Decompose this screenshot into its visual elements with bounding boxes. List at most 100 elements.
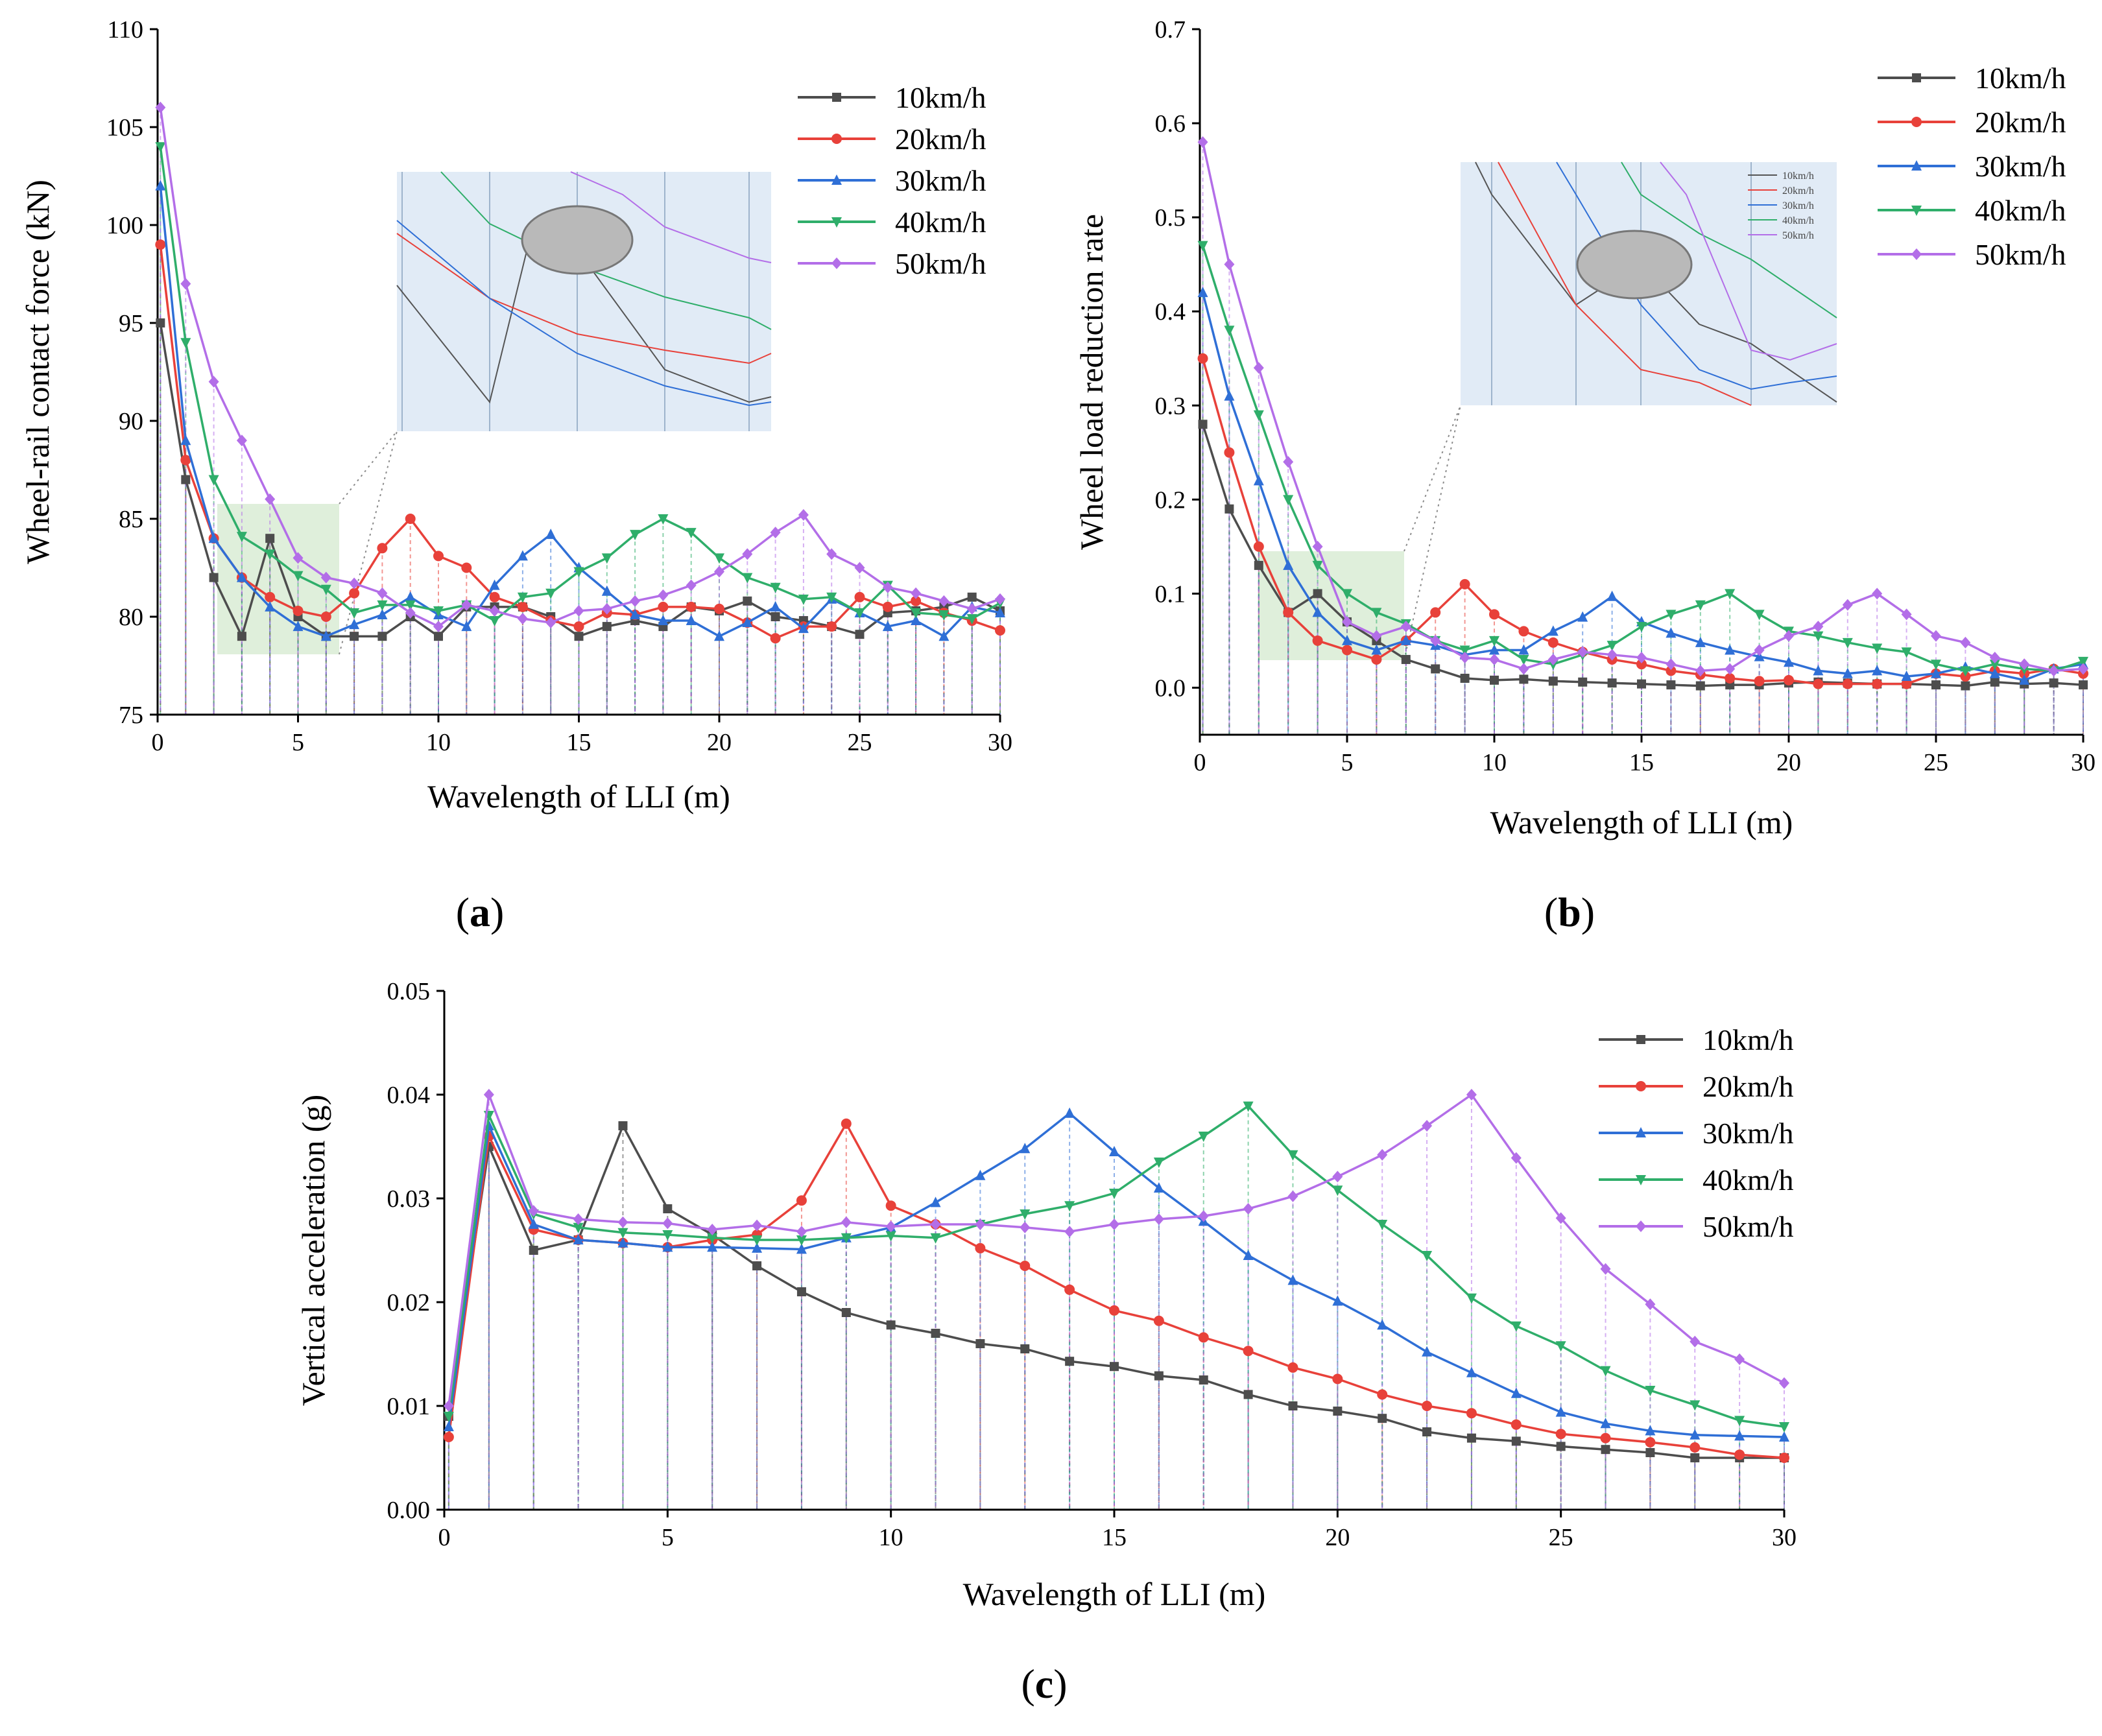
data-point [265, 591, 276, 602]
data-point [1109, 1305, 1119, 1316]
data-point [1243, 1101, 1254, 1112]
data-point [1064, 1226, 1075, 1238]
data-point [209, 573, 219, 582]
data-point [686, 615, 697, 626]
series-20km/h [155, 239, 1005, 644]
data-point [1734, 1430, 1745, 1441]
data-point [1577, 646, 1588, 658]
series-10km/h [444, 1121, 1789, 1462]
x-tick-label: 25 [848, 729, 872, 756]
data-point [1636, 622, 1647, 633]
legend-marker [1636, 1035, 1645, 1044]
data-point [1601, 1445, 1610, 1455]
x-tick-label: 0 [1194, 749, 1206, 776]
x-tick-label: 10 [1482, 749, 1507, 776]
series-10km/h [156, 318, 1005, 641]
x-tick-label: 25 [1924, 749, 1948, 776]
legend-label: 20km/h [895, 123, 986, 156]
y-tick-label: 0.5 [1155, 204, 1186, 232]
data-point [1666, 680, 1676, 690]
data-point [1466, 1089, 1477, 1100]
data-point [1153, 1315, 1164, 1326]
data-point [1243, 1346, 1254, 1357]
data-point [1489, 636, 1499, 647]
x-tick-label: 10 [426, 729, 451, 756]
plot-c: 0 5 10 15 20 25 30 0.00 0.01 0.02 0.03 0.04 0.05 Wave… [295, 978, 1797, 1612]
data-point [1842, 678, 1853, 689]
data-point [798, 508, 809, 521]
data-point [1734, 1416, 1745, 1427]
data-point [1645, 1448, 1655, 1457]
data-point [350, 632, 359, 641]
legend-marker [1636, 1220, 1646, 1232]
data-point [483, 1089, 494, 1100]
data-point [573, 567, 584, 578]
data-point [1779, 1377, 1789, 1389]
legend-marker [831, 217, 842, 228]
data-point [1989, 660, 2000, 671]
data-point [1109, 1219, 1119, 1230]
data-point [601, 602, 612, 615]
data-point [1695, 636, 1706, 647]
data-point [617, 1228, 628, 1239]
data-point [1283, 559, 1294, 570]
data-point [1197, 136, 1208, 149]
data-point [1931, 667, 1941, 678]
data-point [931, 1329, 940, 1338]
y-tick-label: 0.0 [1155, 674, 1186, 702]
data-point [662, 1217, 673, 1230]
data-point [1400, 621, 1411, 633]
legend-marker [831, 257, 842, 269]
data-point [886, 1320, 896, 1330]
data-point [1460, 673, 1470, 683]
y-tick-label: 0.01 [387, 1393, 431, 1420]
data-point [1901, 678, 1912, 689]
data-point [1779, 1422, 1789, 1433]
data-point [826, 592, 837, 603]
data-point [1489, 644, 1499, 655]
data-point [293, 621, 304, 632]
data-point [1931, 630, 1941, 642]
data-point [770, 612, 780, 621]
panel-b: 10km/h 20km/h 30km/h 40km/h 50km/h 0 5 10 1… [1073, 16, 2096, 935]
data-point [826, 548, 837, 560]
data-point [1600, 1263, 1611, 1275]
data-point [1466, 1366, 1477, 1377]
data-point [1695, 600, 1706, 611]
legend-label: 10km/h [895, 81, 986, 114]
data-point [1064, 1201, 1075, 1212]
data-point [938, 610, 949, 621]
data-point [517, 613, 528, 625]
y-tick-label: 100 [106, 212, 143, 239]
data-point [938, 630, 949, 641]
data-point [1333, 1407, 1343, 1416]
data-point [377, 600, 388, 611]
data-point [911, 615, 922, 626]
data-point [1198, 1332, 1209, 1343]
y-tick-label: 0.2 [1155, 486, 1186, 514]
data-point [1872, 678, 1883, 689]
data-point [265, 549, 276, 560]
legend: 10km/h 20km/h 30km/h 40km/h 50km/h [1599, 1023, 1794, 1243]
y-tick-label: 80 [119, 604, 143, 631]
data-point [405, 606, 416, 619]
panel-c-label: (c) [1021, 1661, 1067, 1707]
data-point [1287, 1274, 1298, 1285]
data-point [320, 584, 331, 595]
data-point [1556, 1442, 1566, 1451]
legend-label: 50km/h [1702, 1210, 1794, 1243]
data-point [573, 1222, 584, 1233]
x-tick-label: 0 [152, 729, 164, 756]
data-point [1511, 1152, 1522, 1164]
data-point [1466, 1408, 1477, 1419]
data-point [1253, 475, 1264, 486]
data-point [236, 532, 247, 543]
data-point [1725, 589, 1736, 600]
data-point [796, 1195, 807, 1206]
data-point [545, 529, 556, 540]
data-point [1518, 654, 1529, 665]
panel-b-background-decoration: 10km/h 20km/h 30km/h 40km/h 50km/h [1258, 161, 1837, 661]
data-point [1020, 1143, 1031, 1154]
data-point [752, 1235, 763, 1246]
data-point [1695, 681, 1705, 691]
